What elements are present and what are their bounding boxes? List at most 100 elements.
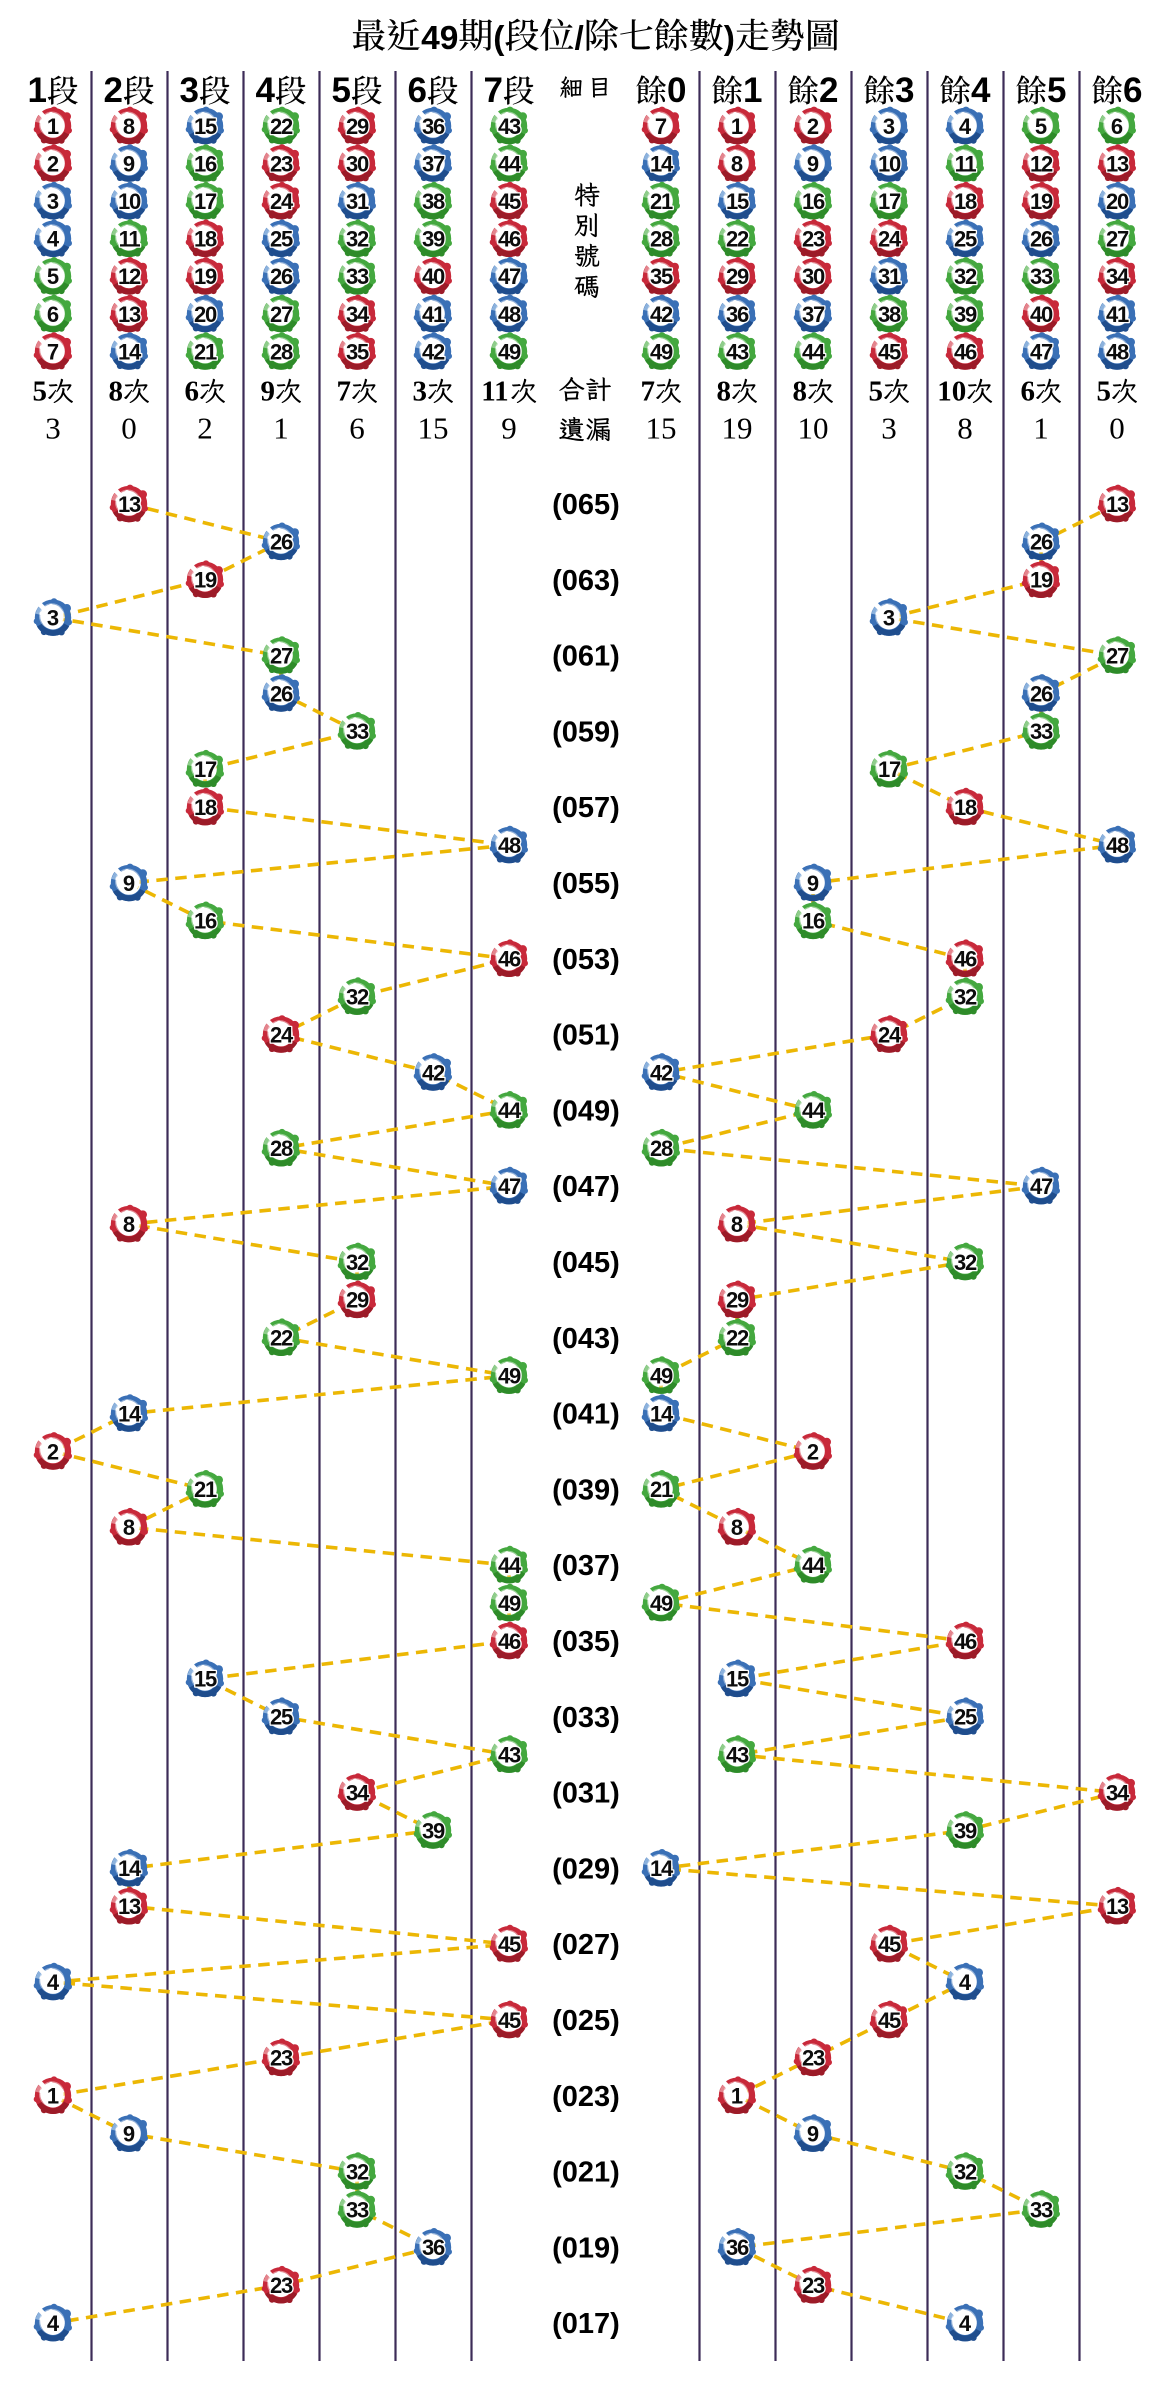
svg-text:26: 26 <box>1030 530 1053 555</box>
svg-text:39: 39 <box>954 1818 977 1843</box>
svg-text:49: 49 <box>498 339 521 364</box>
svg-text:21: 21 <box>650 189 673 214</box>
svg-text:21: 21 <box>650 1477 673 1502</box>
svg-text:49: 49 <box>498 1591 521 1616</box>
svg-text:3: 3 <box>47 606 59 631</box>
svg-text:0: 0 <box>121 411 137 446</box>
svg-text:6: 6 <box>185 376 200 408</box>
svg-text:4: 4 <box>47 1970 60 1995</box>
svg-text:5: 5 <box>47 264 59 289</box>
svg-text:24: 24 <box>270 189 294 214</box>
svg-text:4: 4 <box>47 2311 60 2336</box>
svg-text:23: 23 <box>802 227 825 252</box>
svg-text:(027): (027) <box>552 1929 620 1961</box>
svg-text:9: 9 <box>807 2122 819 2147</box>
svg-text:28: 28 <box>270 339 293 364</box>
svg-text:49: 49 <box>498 1364 521 1389</box>
svg-text:17: 17 <box>878 757 901 782</box>
svg-text:(051): (051) <box>552 1020 620 1052</box>
svg-text:34: 34 <box>346 1780 370 1805</box>
svg-text:32: 32 <box>954 985 977 1010</box>
svg-text:8: 8 <box>109 376 124 408</box>
svg-text:13: 13 <box>1106 492 1129 517</box>
svg-text:25: 25 <box>954 1705 977 1730</box>
svg-text:43: 43 <box>498 114 521 139</box>
svg-text:29: 29 <box>346 1288 369 1313</box>
svg-text:49: 49 <box>421 20 458 57</box>
svg-text:33: 33 <box>346 719 369 744</box>
svg-text:26: 26 <box>270 530 293 555</box>
svg-text:3: 3 <box>47 189 59 214</box>
svg-text:24: 24 <box>270 1022 294 1047</box>
svg-text:9: 9 <box>123 151 135 176</box>
svg-text:12: 12 <box>1030 151 1053 176</box>
svg-text:15: 15 <box>418 411 449 446</box>
svg-text:45: 45 <box>878 2008 901 2033</box>
svg-text:31: 31 <box>346 189 369 214</box>
svg-text:8: 8 <box>123 1212 135 1237</box>
svg-text:1: 1 <box>1033 411 1049 446</box>
svg-text:3: 3 <box>883 606 895 631</box>
svg-text:5: 5 <box>1035 114 1047 139</box>
svg-text:2: 2 <box>47 1439 59 1464</box>
svg-text:17: 17 <box>194 189 217 214</box>
svg-text:(043): (043) <box>552 1323 620 1355</box>
svg-text:16: 16 <box>802 189 825 214</box>
svg-text:13: 13 <box>1106 1894 1129 1919</box>
svg-text:5: 5 <box>1047 71 1066 110</box>
svg-text:6: 6 <box>47 302 59 327</box>
svg-text:8: 8 <box>957 411 973 446</box>
svg-text:43: 43 <box>726 339 749 364</box>
svg-text:37: 37 <box>802 302 825 327</box>
svg-text:36: 36 <box>422 2235 445 2260</box>
svg-text:36: 36 <box>726 302 749 327</box>
svg-text:19: 19 <box>1030 568 1053 593</box>
svg-text:41: 41 <box>422 302 445 327</box>
svg-text:32: 32 <box>954 264 977 289</box>
svg-text:(: ( <box>493 20 505 57</box>
svg-text:26: 26 <box>270 681 293 706</box>
svg-text:(053): (053) <box>552 944 620 976</box>
svg-text:46: 46 <box>954 339 977 364</box>
svg-text:3: 3 <box>180 71 199 110</box>
svg-text:33: 33 <box>346 264 369 289</box>
svg-text:38: 38 <box>878 302 901 327</box>
svg-text:14: 14 <box>650 151 674 176</box>
svg-text:22: 22 <box>726 227 749 252</box>
svg-text:19: 19 <box>1030 189 1053 214</box>
svg-text:32: 32 <box>346 2159 369 2184</box>
svg-text:6: 6 <box>1111 114 1123 139</box>
svg-text:23: 23 <box>802 2046 825 2071</box>
svg-text:5: 5 <box>332 71 351 110</box>
svg-text:17: 17 <box>194 757 217 782</box>
svg-text:22: 22 <box>726 1326 749 1351</box>
svg-text:35: 35 <box>650 264 673 289</box>
svg-text:14: 14 <box>118 1401 142 1426</box>
svg-text:9: 9 <box>261 376 276 408</box>
svg-text:7: 7 <box>337 376 352 408</box>
svg-text:3: 3 <box>883 114 895 139</box>
svg-text:0: 0 <box>667 71 686 110</box>
svg-text:16: 16 <box>802 909 825 934</box>
svg-text:14: 14 <box>118 1856 142 1881</box>
svg-text:4: 4 <box>959 114 972 139</box>
svg-text:22: 22 <box>270 114 293 139</box>
svg-text:47: 47 <box>498 264 521 289</box>
svg-text:33: 33 <box>1030 2197 1053 2222</box>
svg-text:6: 6 <box>1123 71 1142 110</box>
svg-text:4: 4 <box>959 1970 972 1995</box>
svg-text:1: 1 <box>28 71 47 110</box>
svg-text:1: 1 <box>273 411 289 446</box>
svg-text:2: 2 <box>807 114 819 139</box>
svg-text:30: 30 <box>346 151 369 176</box>
svg-text:2: 2 <box>104 71 123 110</box>
svg-text:6: 6 <box>1021 376 1036 408</box>
svg-text:36: 36 <box>422 114 445 139</box>
svg-text:14: 14 <box>650 1856 674 1881</box>
svg-text:9: 9 <box>123 2122 135 2147</box>
svg-text:42: 42 <box>422 1060 445 1085</box>
svg-text:0: 0 <box>1109 411 1125 446</box>
svg-text:23: 23 <box>802 2273 825 2298</box>
svg-text:(037): (037) <box>552 1550 620 1582</box>
svg-text:45: 45 <box>878 1932 901 1957</box>
